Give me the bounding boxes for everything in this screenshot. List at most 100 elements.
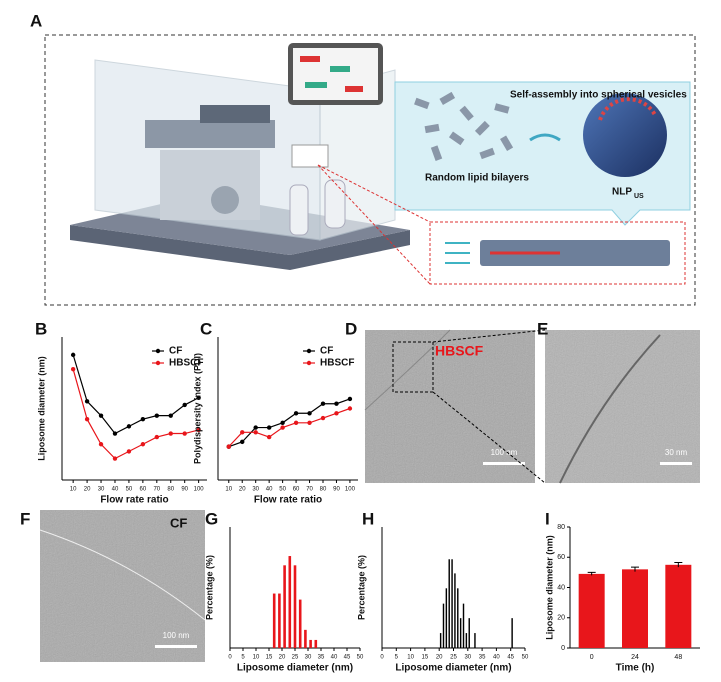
x-tick-label: 15 <box>266 655 273 661</box>
data-point <box>196 427 201 433</box>
histogram-bar <box>288 556 292 648</box>
x-tick-label: 80 <box>320 487 327 493</box>
panel-label: H <box>362 509 374 528</box>
data-point <box>182 402 187 408</box>
data-point <box>226 444 231 449</box>
histogram-bar <box>314 639 318 648</box>
x-tick-label: 10 <box>70 487 77 493</box>
x-tick-label: 20 <box>84 487 91 493</box>
histogram-bar <box>459 618 462 648</box>
legend-label: CF <box>169 346 182 357</box>
data-point <box>266 434 272 440</box>
data-point <box>307 420 312 425</box>
x-tick-label: 40 <box>266 487 273 493</box>
x-axis-label: Liposome diameter (nm) <box>395 663 511 674</box>
data-point <box>84 417 90 422</box>
data-point <box>98 442 104 447</box>
y-tick-label: 40 <box>557 584 565 591</box>
x-tick-label: 60 <box>140 487 147 493</box>
bottle <box>289 184 309 236</box>
y-axis-label: Polydispersity index (PDI) <box>192 353 202 464</box>
histogram-bar <box>451 559 453 648</box>
legend-label: HBSCF <box>169 358 203 369</box>
histogram-bar <box>439 633 442 648</box>
chart: Time (h) Liposome diameter (nm) 0 20 40 60 80 0… <box>544 524 700 674</box>
data-point <box>266 425 272 430</box>
y-axis-label: Percentage (%) <box>204 555 214 620</box>
histogram-bar <box>448 559 450 648</box>
particle-subscript: US <box>634 193 644 200</box>
base <box>70 225 410 270</box>
x-tick-label: 35 <box>479 655 486 661</box>
x-tick-label: 60 <box>293 487 300 493</box>
x-tick-label: 90 <box>181 487 188 493</box>
data-point <box>307 411 312 416</box>
data-point <box>347 406 353 411</box>
x-tick-label: 0 <box>228 655 232 661</box>
histogram-bar <box>278 593 281 648</box>
histogram-bar <box>465 633 468 648</box>
histogram-bar <box>468 618 470 648</box>
data-point <box>182 431 187 436</box>
particle-label: NLP <box>612 187 632 198</box>
bar <box>665 564 692 648</box>
data-point <box>112 456 118 461</box>
panel-label: C <box>200 319 212 338</box>
histogram-bar <box>309 639 312 648</box>
y-tick-label: 20 <box>557 615 565 622</box>
x-tick-label: 40 <box>493 655 500 661</box>
data-point <box>320 401 326 406</box>
module <box>160 150 260 220</box>
y-axis-label: Percentage (%) <box>356 555 366 620</box>
x-axis-label: Flow rate ratio <box>254 495 322 506</box>
scale-label: 100 nm <box>491 448 518 457</box>
histogram-bar <box>283 565 286 648</box>
pump-top <box>200 105 270 123</box>
data-point <box>140 442 146 447</box>
caption: Self-assembly into spherical vesicles <box>510 90 687 101</box>
x-tick-label: 30 <box>464 655 471 661</box>
channel <box>480 240 670 266</box>
x-axis-label: Liposome diameter (nm) <box>237 663 353 674</box>
x-tick-label: 70 <box>306 487 313 493</box>
legend-label: HBSCF <box>320 358 354 369</box>
x-tick-label: 35 <box>318 655 325 661</box>
x-tick-label: 45 <box>344 655 351 661</box>
x-tick-label: 100 <box>194 487 205 493</box>
data-point <box>154 434 160 440</box>
bar <box>578 573 605 648</box>
histogram-bar <box>462 603 465 648</box>
x-tick-label: 20 <box>279 655 286 661</box>
legend-swatch <box>306 348 312 354</box>
bar <box>622 569 648 648</box>
micrograph-label: HBSCF <box>435 343 484 359</box>
x-tick-label: 90 <box>333 487 340 493</box>
x-tick-label: 30 <box>98 487 105 493</box>
x-tick-label: 24 <box>631 654 639 661</box>
data-point <box>98 413 104 418</box>
x-tick-label: 5 <box>241 655 245 661</box>
data-point <box>253 425 258 430</box>
x-axis-label: Flow rate ratio <box>100 495 168 506</box>
x-tick-label: 30 <box>305 655 312 661</box>
zoom-box <box>429 221 686 285</box>
frame <box>44 34 696 306</box>
data-point <box>196 395 201 400</box>
y-axis-label: Liposome diameter (nm) <box>36 356 46 461</box>
x-tick-label: 20 <box>436 655 443 661</box>
x-tick-label: 50 <box>126 487 133 493</box>
data-point <box>112 431 118 436</box>
histogram-bar <box>457 588 459 648</box>
histogram-bar <box>298 599 302 648</box>
data-point <box>70 352 76 358</box>
data-point <box>280 420 285 425</box>
x-tick-label: 10 <box>253 655 260 661</box>
histogram-bar <box>511 618 513 648</box>
data-point <box>126 449 132 454</box>
legend-label: CF <box>320 346 333 357</box>
data-point <box>334 411 339 416</box>
data-point <box>168 413 173 418</box>
data-point <box>140 417 146 422</box>
y-tick-label: 0 <box>561 645 565 652</box>
